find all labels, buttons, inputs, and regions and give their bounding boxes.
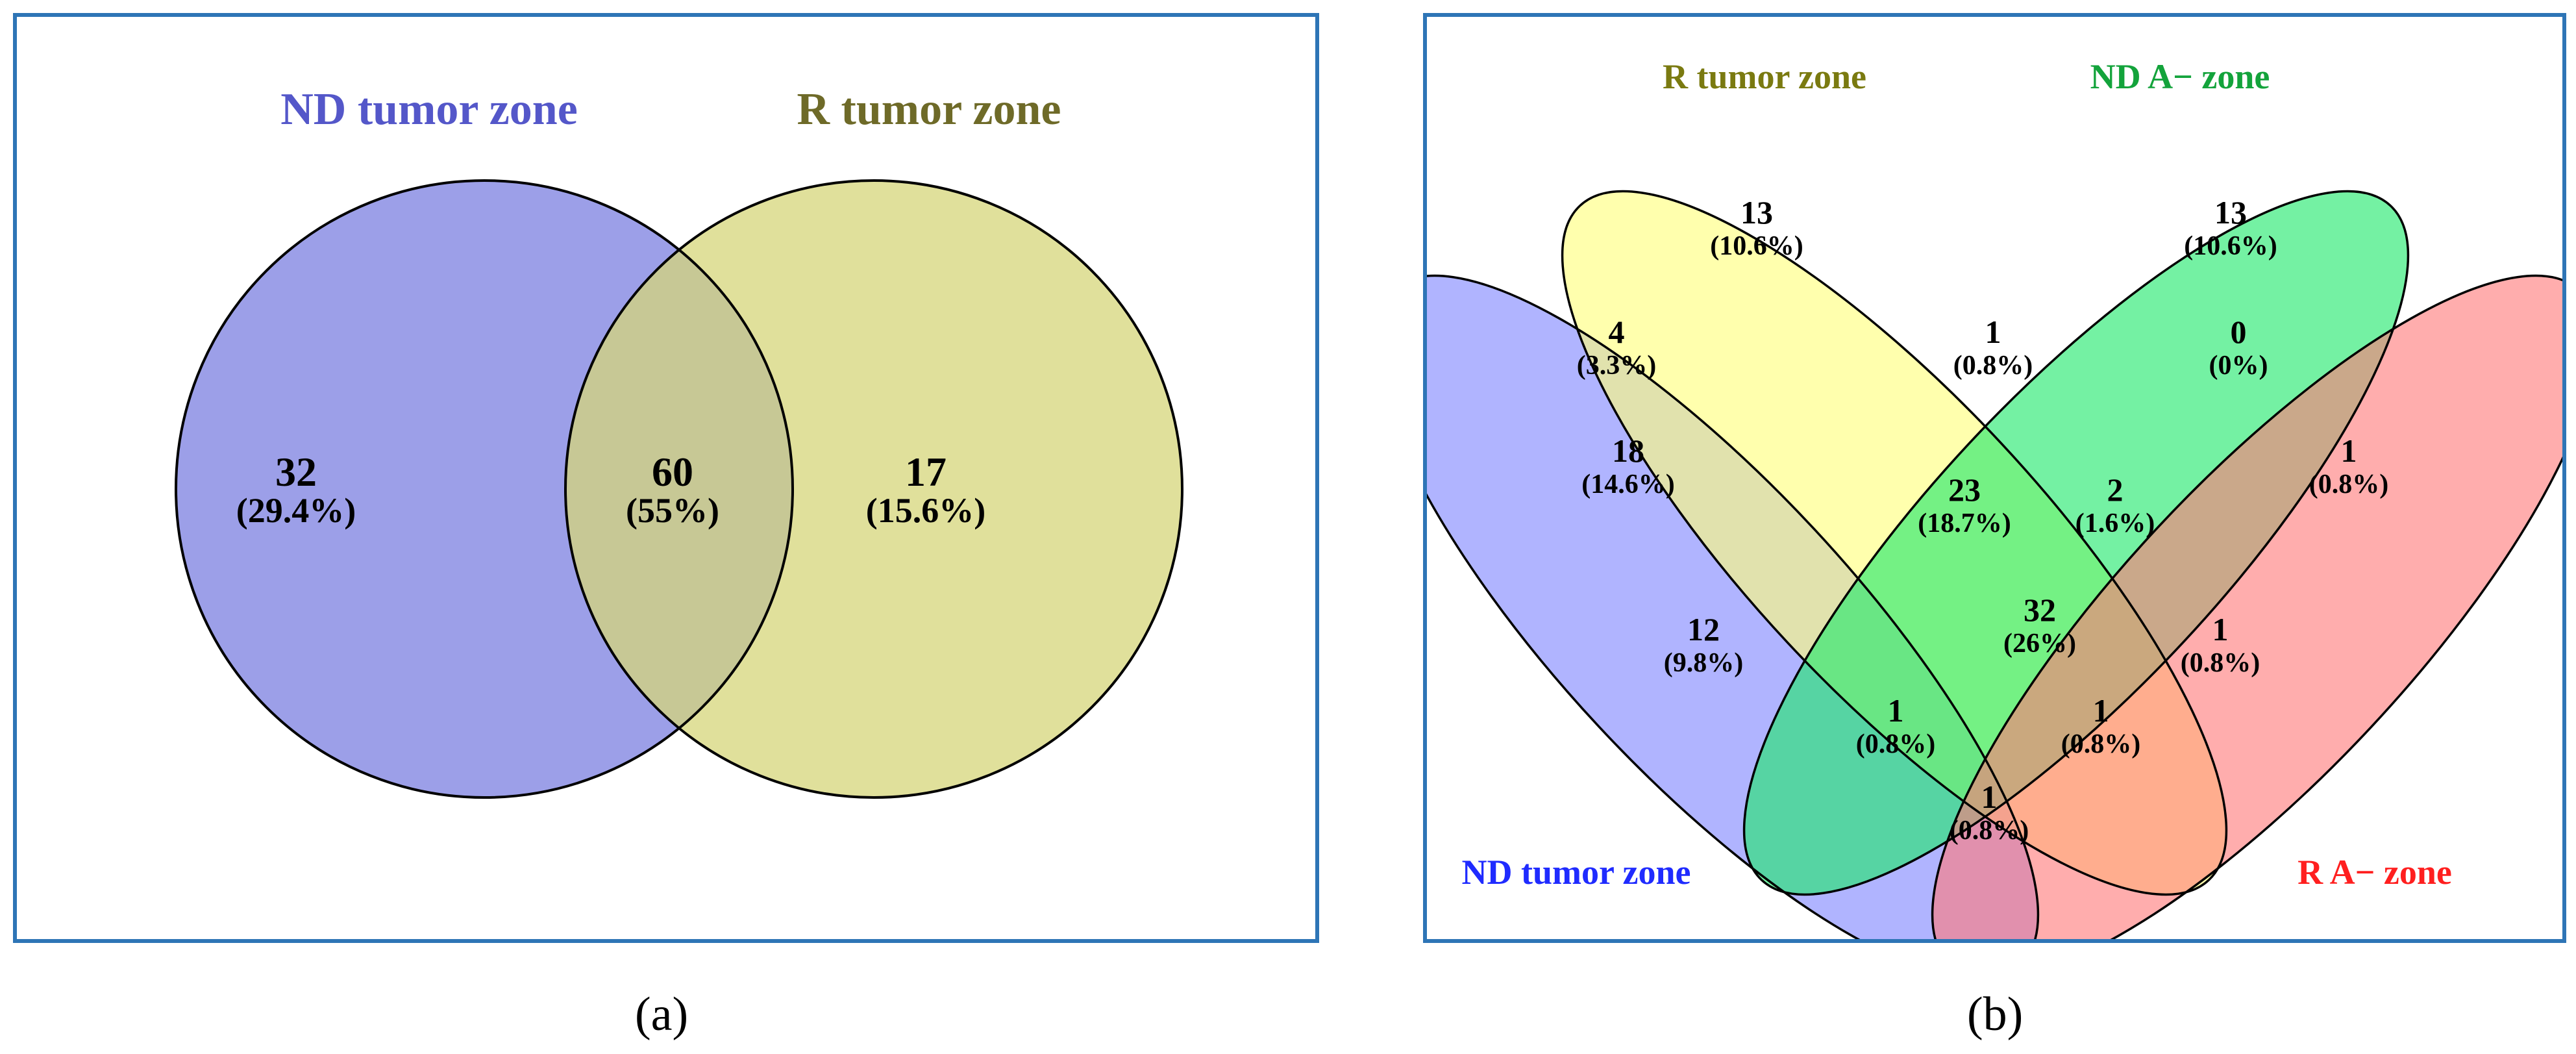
region-b-percent-14: (0.8%) [2061, 729, 2140, 759]
venn-diagram-b: R tumor zone ND A− zone ND tumor zone R … [1427, 57, 2562, 939]
region-a-percent-2: (55%) [626, 491, 719, 530]
set-label-nd-tumor-zone: ND tumor zone [280, 84, 578, 134]
circle-outline-nd-tumor-zone [175, 179, 794, 799]
region-b-percent-5: (0%) [2209, 351, 2268, 381]
ellipse-outline-r-a-zone [1931, 274, 2562, 939]
venn-panel-a: ND tumor zone R tumor zone 32 (29.4%) 60 (5… [13, 13, 1319, 943]
ellipse-nd-a-zone [1744, 191, 2409, 895]
venn-b-ellipses [1427, 191, 2562, 939]
region-b-count-3: 4 [1609, 314, 1625, 350]
region-b-count-8: 2 [2107, 471, 2124, 508]
set-label-nd-tumor-zone: ND tumor zone [1462, 853, 1691, 892]
region-b-percent-11: (9.8%) [1664, 648, 1743, 678]
region-a-count-3: 17 [905, 449, 947, 495]
region-b-percent-15: (0.8%) [1950, 816, 2029, 846]
region-b-count-11: 12 [1687, 611, 1720, 647]
region-b-count-9: 1 [2341, 433, 2357, 469]
region-b-percent-8: (1.6%) [2075, 508, 2155, 538]
panel-caption-b: (b) [1967, 988, 2024, 1041]
venn-a-circles [176, 181, 1182, 797]
set-label-r-a-zone: R A− zone [2297, 853, 2452, 892]
set-label-r-tumor-zone: R tumor zone [1663, 57, 1866, 96]
region-b-percent-2: (10.6%) [2184, 231, 2277, 261]
region-a-percent-1: (29.4%) [236, 491, 356, 530]
panel-caption-a: (a) [635, 988, 689, 1041]
set-label-nd-a-zone: ND A− zone [2090, 57, 2270, 96]
venn-diagram-a: ND tumor zone R tumor zone 32(29.4%) 60(5… [175, 84, 1183, 799]
venn-panel-b: R tumor zone ND A− zone ND tumor zone R … [1423, 13, 2566, 943]
region-b-percent-13: (0.8%) [1856, 729, 1935, 759]
region-a-count-2: 60 [652, 449, 693, 495]
circle-outline-r-tumor-zone [564, 179, 1183, 799]
ellipse-outline-nd-tumor-zone [1427, 274, 2040, 939]
ellipse-outline-r-tumor-zone [1561, 190, 2228, 896]
venn-a-outlines [175, 179, 1183, 799]
ellipse-r-a-zone [1932, 275, 2562, 939]
region-b-count-15: 1 [1981, 779, 1998, 815]
region-b-count-13: 1 [1888, 692, 1904, 729]
region-b-count-5: 0 [2231, 314, 2247, 350]
set-label-r-tumor-zone: R tumor zone [797, 84, 1061, 134]
region-b-percent-4: (0.8%) [1953, 351, 2033, 381]
venn-b-region-labels: 13(10.6%)13(10.6%)4(3.3%)1(0.8%)0(0%)18(… [1577, 194, 2388, 846]
ellipse-outline-nd-a-zone [1742, 190, 2410, 896]
region-b-count-1: 13 [1740, 194, 1773, 231]
region-b-percent-10: (26%) [2003, 629, 2076, 659]
region-a-percent-3: (15.6%) [866, 491, 985, 530]
region-b-count-2: 13 [2214, 194, 2247, 231]
region-b-percent-12: (0.8%) [2181, 648, 2260, 678]
region-b-count-4: 1 [1985, 314, 2001, 350]
region-b-percent-1: (10.6%) [1710, 231, 1803, 261]
region-b-count-14: 1 [2093, 692, 2109, 729]
region-b-percent-3: (3.3%) [1577, 351, 1656, 381]
region-b-percent-6: (14.6%) [1581, 470, 1674, 499]
region-b-count-7: 23 [1948, 471, 1981, 508]
region-b-count-10: 32 [2024, 592, 2056, 628]
region-b-count-12: 1 [2212, 611, 2229, 647]
region-a-count-1: 32 [275, 449, 317, 495]
region-b-percent-7: (18.7%) [1918, 508, 2011, 538]
circle-r-tumor-zone [565, 181, 1182, 797]
venn-b-outlines [1427, 190, 2562, 939]
region-b-count-6: 18 [1612, 433, 1644, 469]
region-b-percent-9: (0.8%) [2309, 470, 2388, 499]
venn-a-region-labels: 32(29.4%) 60(55%) 17(15.6%) [236, 449, 985, 530]
